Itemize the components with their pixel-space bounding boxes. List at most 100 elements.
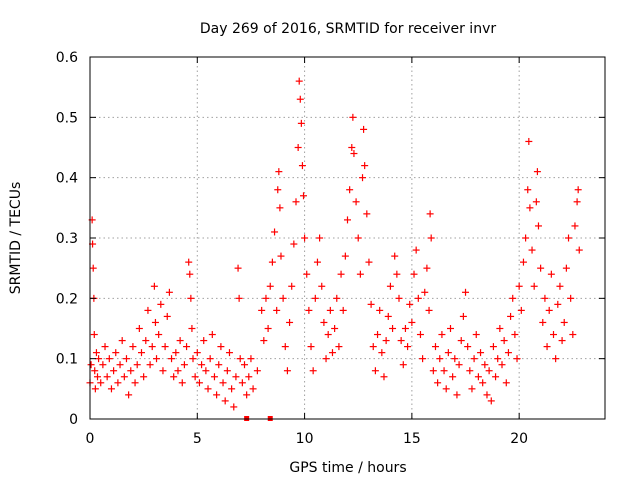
data-point xyxy=(574,186,582,194)
data-point xyxy=(264,325,272,332)
data-point xyxy=(502,379,510,387)
data-point xyxy=(300,192,308,200)
data-point xyxy=(286,318,294,326)
data-point xyxy=(393,270,401,278)
data-point xyxy=(120,373,128,381)
data-point xyxy=(369,343,377,351)
data-point xyxy=(464,343,472,351)
data-point xyxy=(453,391,461,399)
data-point xyxy=(225,349,233,357)
data-point xyxy=(324,331,332,339)
data-point xyxy=(449,373,457,381)
data-point xyxy=(391,252,399,260)
data-point xyxy=(127,367,135,375)
x-tick-label: 15 xyxy=(403,431,421,447)
y-tick-label: 0.6 xyxy=(56,50,78,66)
data-point xyxy=(356,270,364,278)
data-point xyxy=(500,337,508,345)
data-point xyxy=(406,300,414,308)
data-point xyxy=(419,355,427,363)
data-point xyxy=(294,144,302,151)
data-point xyxy=(412,246,420,254)
data-point xyxy=(346,186,354,194)
data-point xyxy=(236,355,244,363)
data-point xyxy=(404,343,412,351)
data-point xyxy=(318,282,326,290)
data-point xyxy=(457,337,465,345)
data-point xyxy=(360,125,368,133)
data-point xyxy=(95,355,103,363)
data-point xyxy=(138,349,145,357)
data-point xyxy=(176,337,184,345)
data-point xyxy=(131,379,139,387)
data-point xyxy=(426,210,434,218)
data-point xyxy=(271,228,279,236)
data-point xyxy=(344,216,351,224)
y-tick-label: 0.2 xyxy=(56,291,78,307)
data-point xyxy=(440,367,448,375)
data-point xyxy=(376,306,384,314)
data-point xyxy=(533,168,541,176)
data-point xyxy=(275,168,283,176)
data-point xyxy=(554,300,562,308)
x-tick-label: 10 xyxy=(296,431,314,447)
data-point xyxy=(277,252,285,260)
data-point xyxy=(524,186,532,194)
data-point xyxy=(468,385,476,393)
data-point xyxy=(515,282,523,290)
data-point xyxy=(168,355,176,363)
data-point xyxy=(322,355,330,363)
data-point xyxy=(427,234,435,242)
data-point xyxy=(444,349,452,357)
x-axis-label: GPS time / hours xyxy=(289,460,406,476)
data-point xyxy=(363,210,371,218)
data-point xyxy=(228,385,236,393)
data-point xyxy=(221,397,229,405)
data-point xyxy=(509,294,517,302)
x-tick-label: 0 xyxy=(86,431,95,447)
data-point xyxy=(483,391,491,399)
data-point xyxy=(174,367,182,375)
data-point xyxy=(305,306,313,314)
data-point xyxy=(170,373,178,381)
data-point xyxy=(276,204,284,212)
data-point xyxy=(210,373,218,381)
data-points xyxy=(86,77,583,411)
data-point xyxy=(507,312,515,320)
data-point xyxy=(274,186,282,194)
data-point xyxy=(455,361,463,369)
data-point xyxy=(481,361,489,369)
data-point xyxy=(103,373,111,381)
data-point xyxy=(349,113,357,121)
data-point xyxy=(153,355,161,363)
data-point xyxy=(316,234,324,242)
data-point xyxy=(234,264,242,272)
data-point xyxy=(498,361,506,369)
data-point xyxy=(150,282,158,290)
data-point xyxy=(492,373,500,381)
data-point xyxy=(165,288,173,296)
data-point xyxy=(94,373,102,381)
data-point xyxy=(183,343,191,351)
data-point xyxy=(371,367,379,375)
data-point xyxy=(144,306,152,314)
data-point xyxy=(525,137,533,145)
data-point xyxy=(384,312,392,320)
data-point xyxy=(281,343,289,351)
data-point xyxy=(466,367,474,375)
data-point xyxy=(268,258,276,266)
data-point xyxy=(172,349,180,357)
data-point xyxy=(519,258,527,266)
data-point xyxy=(101,343,109,351)
data-point xyxy=(219,379,227,387)
x-tick-label: 20 xyxy=(510,431,528,447)
data-point xyxy=(188,325,196,332)
data-point xyxy=(235,294,243,302)
data-point xyxy=(185,258,193,266)
data-point xyxy=(157,300,165,308)
y-axis-label: SRMTID / TECUs xyxy=(8,182,24,295)
data-point xyxy=(421,288,429,296)
data-point xyxy=(292,198,300,206)
data-point xyxy=(122,355,130,363)
data-point xyxy=(249,385,257,393)
